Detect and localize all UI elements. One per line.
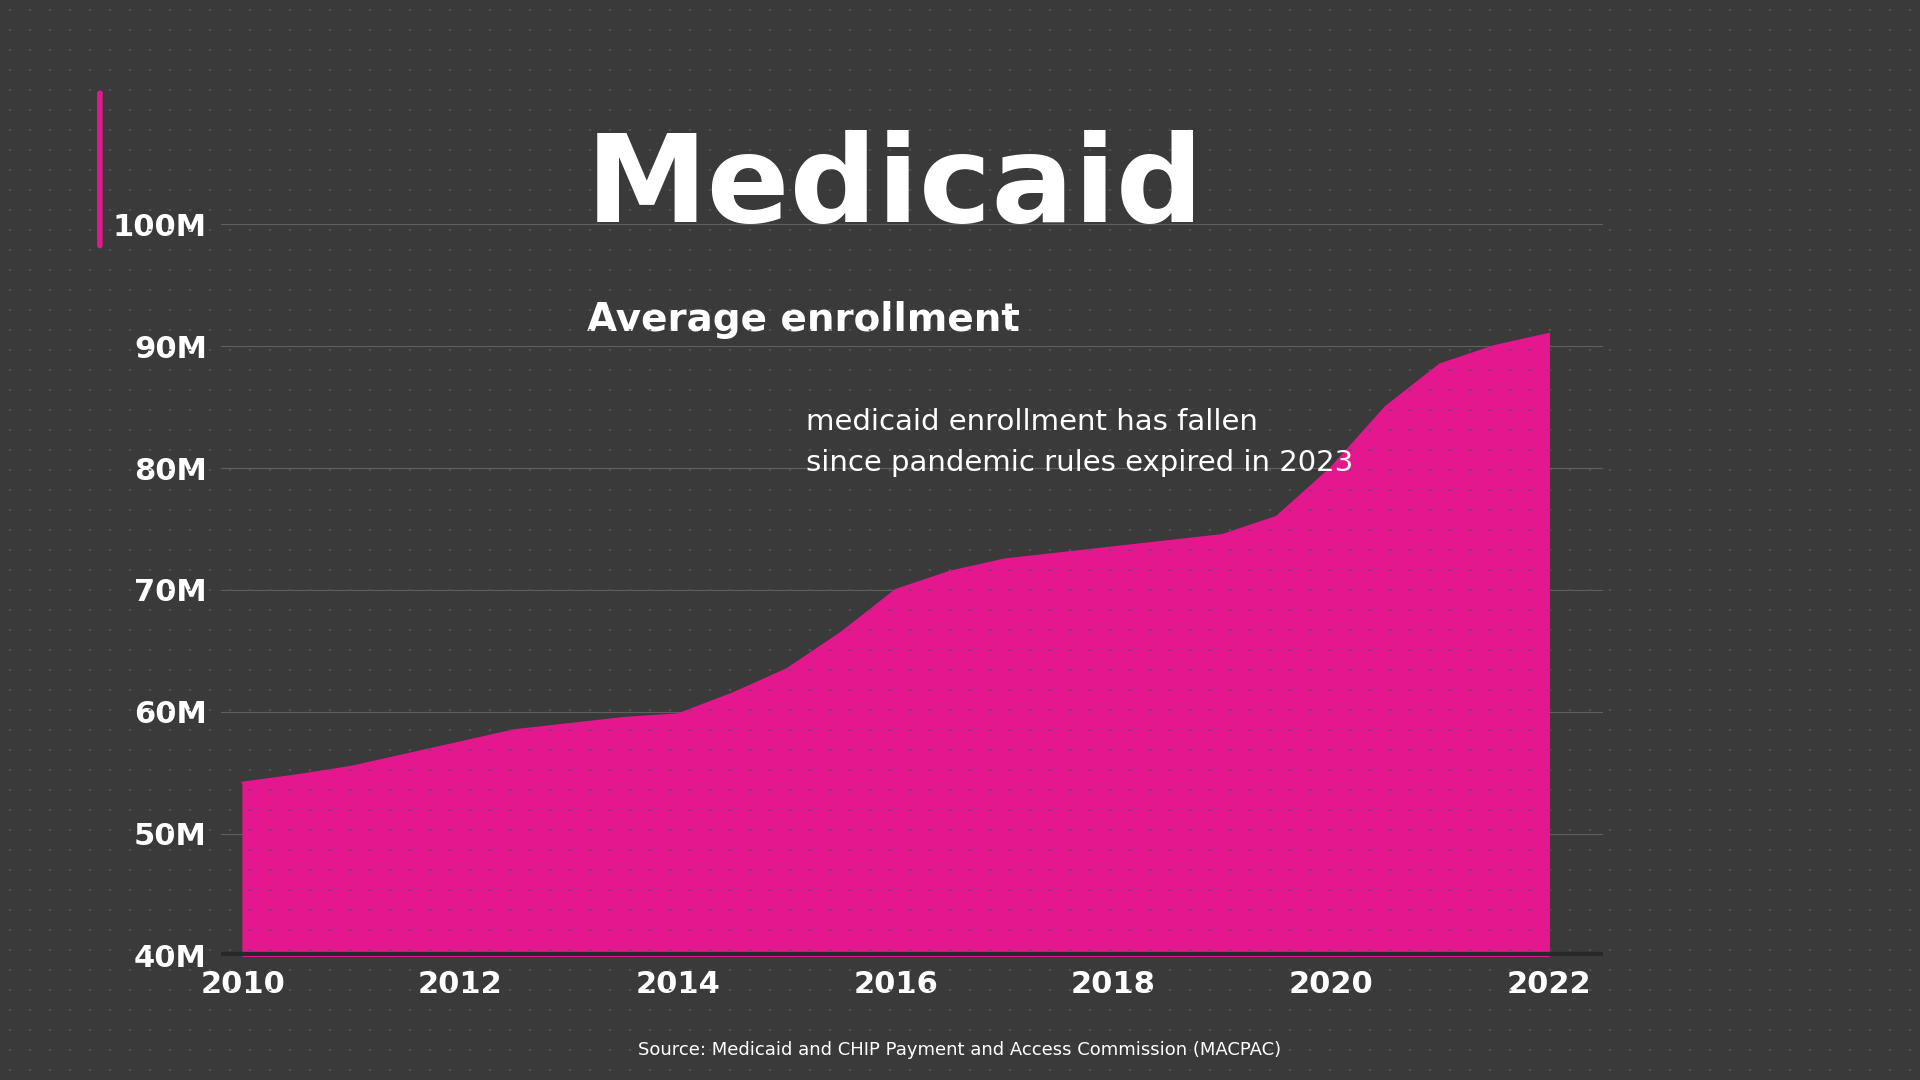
Text: Source: Medicaid and CHIP Payment and Access Commission (MACPAC): Source: Medicaid and CHIP Payment and Ac… xyxy=(639,1041,1281,1058)
Text: medicaid enrollment has fallen
since pandemic rules expired in 2023: medicaid enrollment has fallen since pan… xyxy=(806,408,1354,477)
Text: Medicaid: Medicaid xyxy=(586,131,1204,247)
Text: Average enrollment: Average enrollment xyxy=(588,300,1020,339)
